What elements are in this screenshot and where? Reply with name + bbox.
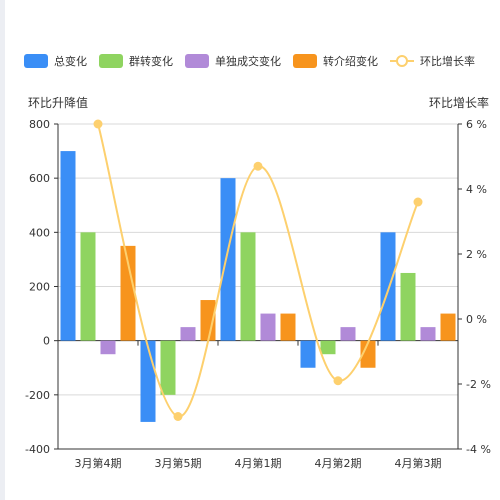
bar bbox=[280, 313, 296, 341]
legend-label: 群转变化 bbox=[129, 54, 173, 68]
legend-swatch bbox=[185, 54, 209, 68]
x-tick-label: 3月第4期 bbox=[75, 456, 122, 470]
bar bbox=[200, 300, 216, 341]
legend-swatch-marker bbox=[396, 55, 408, 67]
y-tick-label: 200 bbox=[29, 281, 50, 294]
bar bbox=[440, 313, 456, 341]
legend-swatch bbox=[24, 54, 48, 68]
bar bbox=[180, 327, 196, 341]
y-tick-label: 400 bbox=[29, 226, 50, 239]
bar bbox=[120, 245, 136, 341]
bar bbox=[240, 232, 256, 341]
bar bbox=[340, 327, 356, 341]
x-tick-label: 4月第3期 bbox=[395, 456, 442, 470]
bar bbox=[140, 340, 156, 422]
bar bbox=[80, 232, 96, 341]
x-tick-label: 3月第5期 bbox=[155, 456, 202, 470]
y-right-tick-label: -2 % bbox=[466, 378, 491, 391]
y-tick-label: -200 bbox=[25, 389, 50, 402]
bar bbox=[320, 340, 336, 355]
y-tick-label: 0 bbox=[43, 335, 50, 348]
legend-label: 单独成交变化 bbox=[215, 54, 281, 68]
y-tick-label: -400 bbox=[25, 443, 50, 456]
bar bbox=[400, 272, 416, 341]
x-tick-label: 4月第2期 bbox=[315, 456, 362, 470]
y-right-tick-label: 4 % bbox=[466, 183, 487, 196]
legend-label: 转介绍变化 bbox=[323, 54, 378, 68]
legend-swatch bbox=[99, 54, 123, 68]
line-point bbox=[413, 197, 423, 207]
y-tick-label: 600 bbox=[29, 172, 50, 185]
y-right-tick-label: 6 % bbox=[466, 118, 487, 131]
y-right-tick-label: 2 % bbox=[466, 248, 487, 261]
y-right-tick-label: 0 % bbox=[466, 313, 487, 326]
line-point bbox=[333, 376, 343, 386]
bar bbox=[220, 178, 236, 341]
left-edge-strip bbox=[0, 0, 5, 500]
bar bbox=[260, 313, 276, 341]
line-point bbox=[93, 119, 103, 129]
legend-label: 环比增长率 bbox=[420, 54, 475, 68]
y-right-tick-label: -4 % bbox=[466, 443, 491, 456]
legend-label: 总变化 bbox=[54, 54, 87, 68]
y-axis-right-title: 环比增长率 bbox=[429, 95, 489, 110]
y-tick-label: 800 bbox=[29, 118, 50, 131]
bar bbox=[420, 327, 436, 341]
bar bbox=[100, 340, 116, 355]
bar bbox=[60, 151, 76, 341]
bar bbox=[380, 232, 396, 341]
legend-swatch bbox=[293, 54, 317, 68]
line-point bbox=[173, 412, 183, 421]
line-point bbox=[253, 161, 263, 171]
line-series bbox=[97, 123, 419, 418]
x-tick-label: 4月第1期 bbox=[235, 456, 282, 470]
y-axis-title: 环比升降值 bbox=[28, 95, 88, 110]
bar bbox=[300, 340, 316, 368]
bar bbox=[160, 340, 176, 395]
bar bbox=[360, 340, 376, 368]
